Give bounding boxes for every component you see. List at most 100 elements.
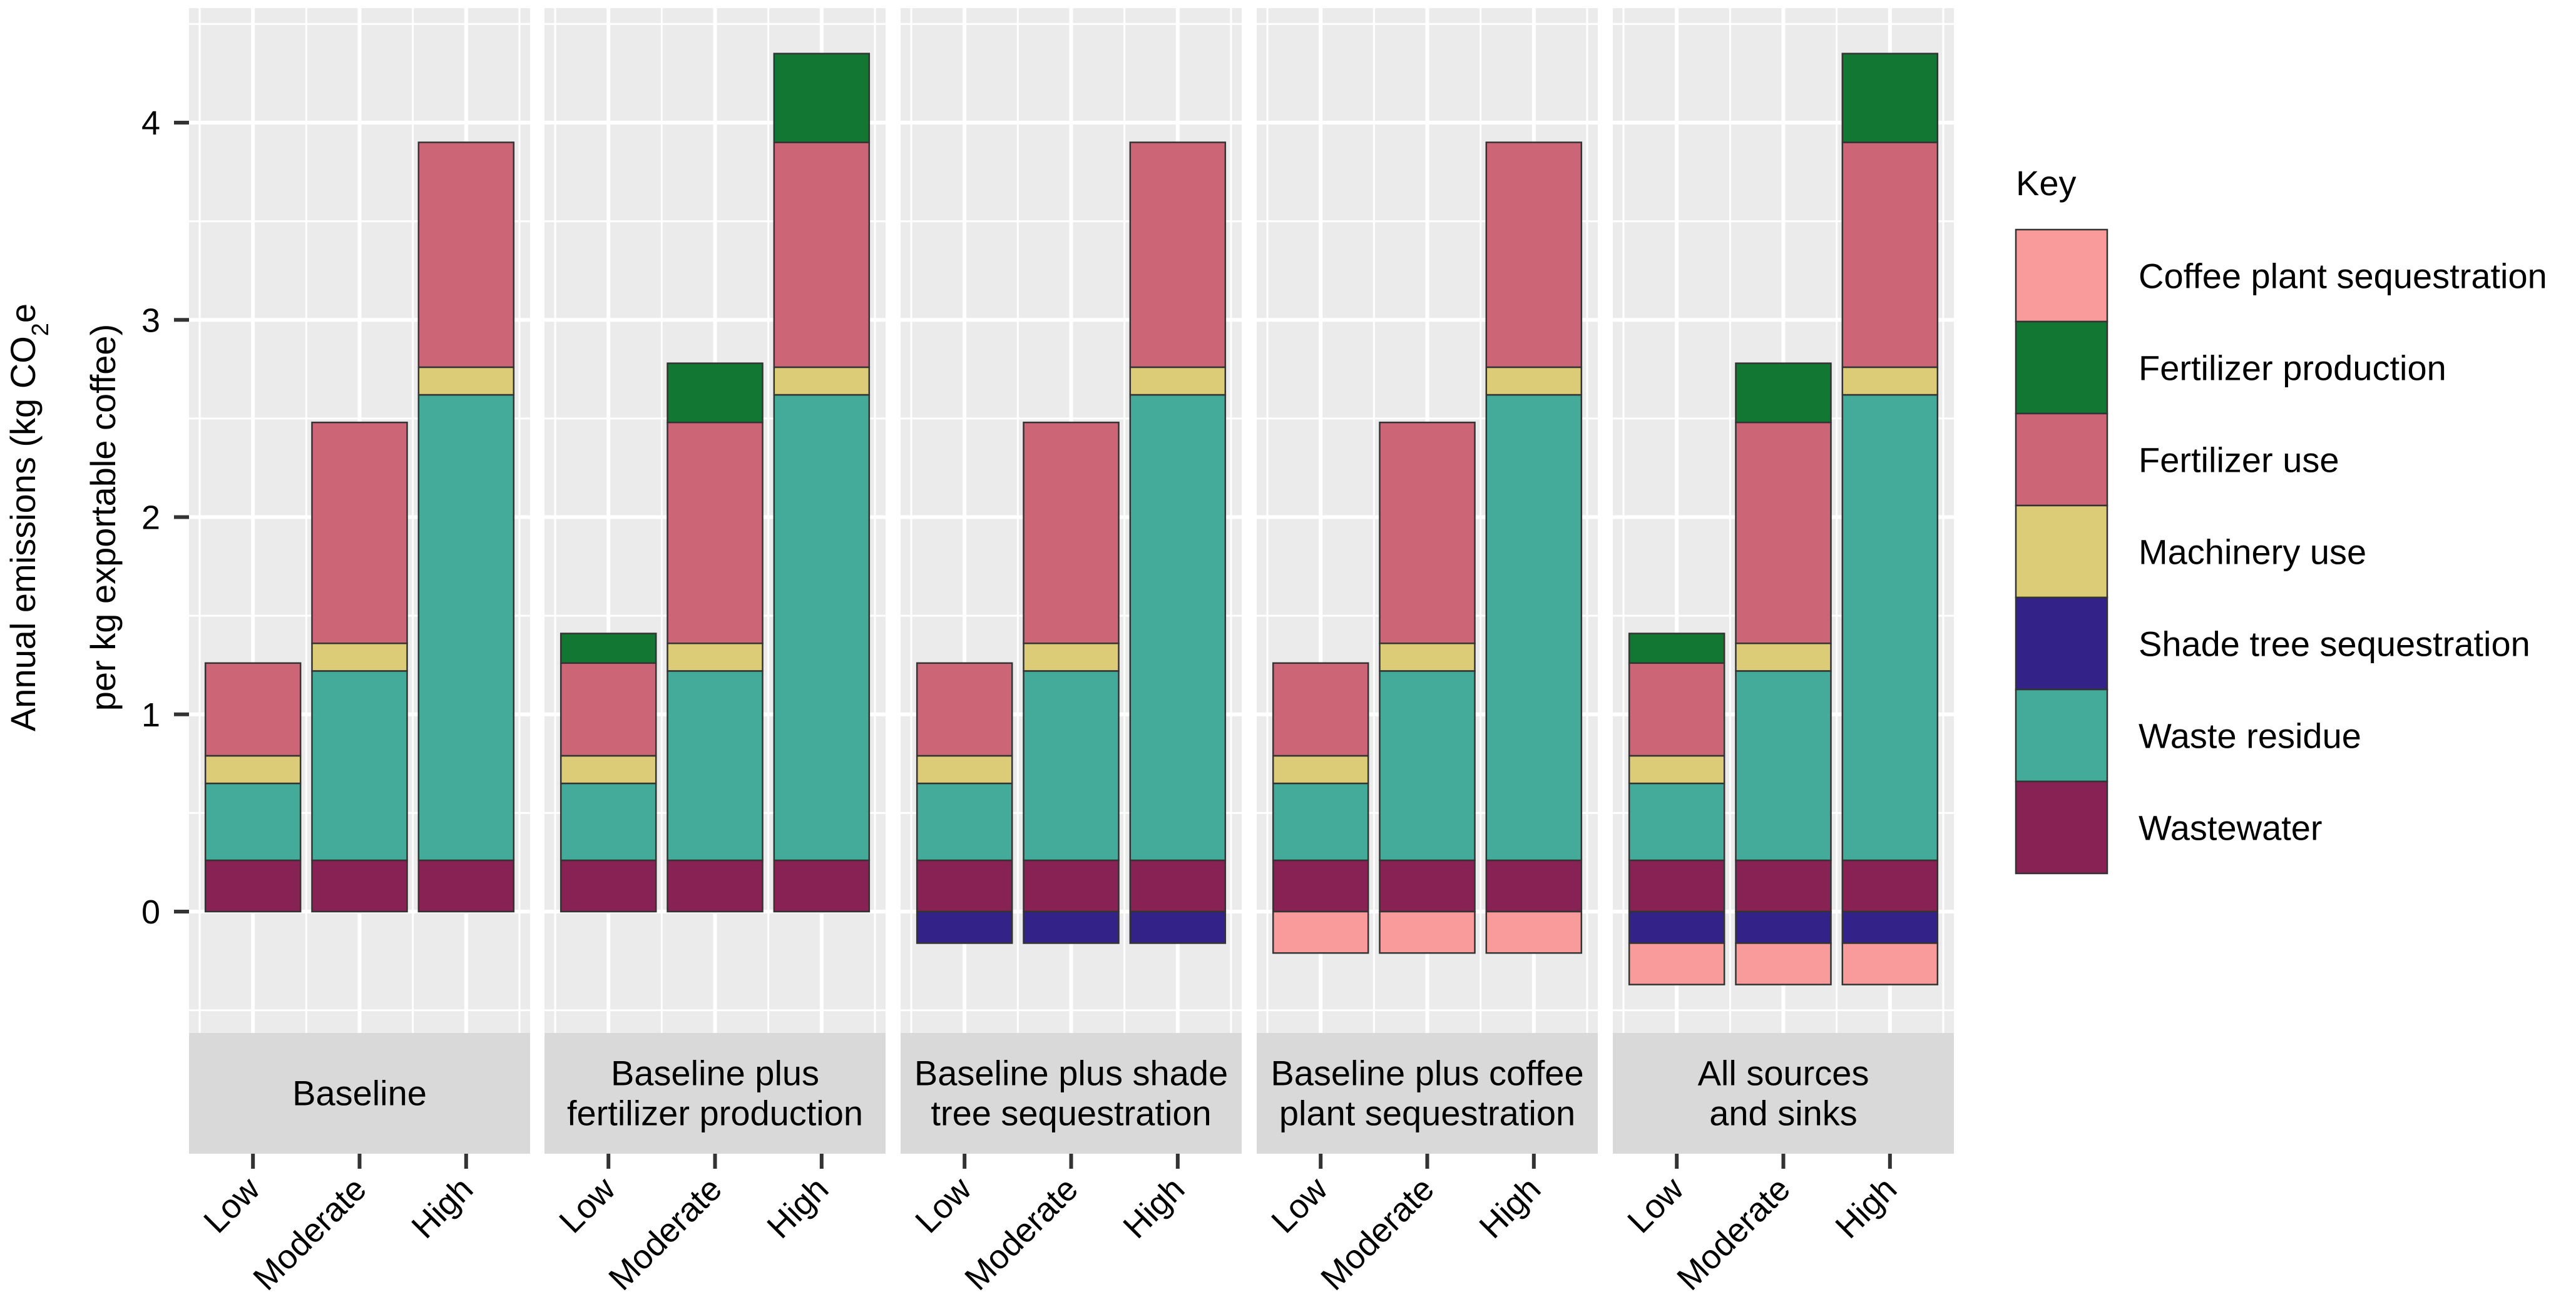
bar-segment-coffee-plant-sequestration xyxy=(1735,942,1832,985)
bar-segment-waste-residue xyxy=(1129,394,1227,862)
bar-high xyxy=(773,53,871,913)
legend-item-waste-residue: Waste residue xyxy=(2015,688,2361,783)
strip-label: fertilizer production xyxy=(567,1094,863,1133)
bar-segment-coffee-plant-sequestration xyxy=(1272,910,1369,954)
y-tick-label: 2 xyxy=(141,499,160,537)
bar-segment-fertilizer-use xyxy=(667,421,764,644)
bar-high xyxy=(1841,53,1939,985)
y-axis: 0 1 2 3 4 xyxy=(141,104,189,931)
bar-segment-wastewater xyxy=(1628,859,1725,913)
bar-segment-wastewater xyxy=(667,859,764,913)
bar-segment-shade-tree-sequestration xyxy=(916,910,1013,944)
bar-segment-shade-tree-sequestration xyxy=(1628,910,1725,944)
x-tick-label: Low xyxy=(1620,1169,1691,1240)
bar-segment-coffee-plant-sequestration xyxy=(1841,942,1939,985)
bar-low xyxy=(1628,633,1725,985)
bar-segment-waste-residue xyxy=(1023,670,1120,862)
bar-segment-fertilizer-use xyxy=(1735,421,1832,644)
bar-segment-wastewater xyxy=(916,859,1013,913)
strip-label: tree sequestration xyxy=(931,1094,1211,1133)
bar-low xyxy=(916,662,1013,944)
bar-segment-fertilizer-production xyxy=(1841,53,1939,143)
bar-segment-waste-residue xyxy=(1735,670,1832,862)
bar-segment-machinery-use xyxy=(667,643,764,672)
x-tick-label: Low xyxy=(197,1169,267,1240)
bar-segment-waste-residue xyxy=(1628,782,1725,862)
bar-segment-fertilizer-use xyxy=(417,141,515,369)
legend-item-shade-tree-sequestration: Shade tree sequestration xyxy=(2015,596,2530,691)
bar-segment-wastewater xyxy=(1023,859,1120,913)
x-tick-label: Low xyxy=(552,1169,623,1240)
strip-label: plant sequestration xyxy=(1279,1094,1575,1133)
bar-segment-waste-residue xyxy=(773,394,871,862)
legend-item-coffee-plant-sequestration: Coffee plant sequestration xyxy=(2015,228,2547,323)
bar-low xyxy=(560,633,657,913)
strip-background xyxy=(1613,1033,1954,1154)
bar-segment-machinery-use xyxy=(560,755,657,785)
strip-background xyxy=(901,1033,1242,1154)
bar-segment-coffee-plant-sequestration xyxy=(1379,910,1476,954)
legend-title: Key xyxy=(2016,163,2077,203)
bar-segment-machinery-use xyxy=(1379,643,1476,672)
bar-segment-waste-residue xyxy=(1379,670,1476,862)
bar-segment-shade-tree-sequestration xyxy=(1129,910,1227,944)
bar-high xyxy=(1129,141,1227,944)
strip-background xyxy=(1257,1033,1598,1154)
bar-segment-machinery-use xyxy=(1628,755,1725,785)
bar-segment-fertilizer-use xyxy=(1485,141,1583,369)
bar-segment-fertilizer-use xyxy=(1023,421,1120,644)
bar-segment-machinery-use xyxy=(1841,366,1939,396)
bar-segment-shade-tree-sequestration xyxy=(1735,910,1832,944)
x-tick-label: Moderate xyxy=(1670,1170,1797,1297)
bar-segment-waste-residue xyxy=(1485,394,1583,862)
x-tick-label: Moderate xyxy=(601,1170,729,1297)
bar-segment-wastewater xyxy=(417,859,515,913)
facet-strip: Baseline xyxy=(189,1033,530,1154)
bar-segment-fertilizer-use xyxy=(1841,141,1939,369)
x-tick-label: Moderate xyxy=(958,1170,1085,1297)
legend-item-machinery-use: Machinery use xyxy=(2015,504,2366,599)
bar-segment-machinery-use xyxy=(417,366,515,396)
legend-label: Fertilizer use xyxy=(2139,440,2339,480)
bar-moderate xyxy=(1379,421,1476,954)
bar-segment-wastewater xyxy=(773,859,871,913)
bar-segment-fertilizer-production xyxy=(1628,633,1725,664)
bar-segment-fertilizer-use xyxy=(311,421,408,644)
bar-segment-waste-residue xyxy=(1841,394,1939,862)
strip-label: Baseline plus shade xyxy=(914,1054,1228,1093)
bar-segment-wastewater xyxy=(1129,859,1227,913)
bar-segment-machinery-use xyxy=(773,366,871,396)
bar-segment-machinery-use xyxy=(1129,366,1227,396)
legend-item-fertilizer-production: Fertilizer production xyxy=(2015,320,2446,415)
x-tick-label: High xyxy=(1472,1170,1548,1246)
x-tick-label: Moderate xyxy=(1314,1170,1441,1297)
legend-swatch xyxy=(2015,780,2108,875)
bar-segment-waste-residue xyxy=(204,782,302,862)
legend-swatch xyxy=(2015,228,2108,323)
legend-item-wastewater: Wastewater xyxy=(2015,780,2323,875)
bar-segment-fertilizer-production xyxy=(1735,362,1832,424)
y-tick-label: 1 xyxy=(141,696,160,734)
bar-low xyxy=(204,662,302,913)
x-tick-label: High xyxy=(404,1170,480,1246)
legend-label: Waste residue xyxy=(2139,716,2361,756)
legend: Key Coffee plant sequestration Fertilizer… xyxy=(2015,163,2547,875)
bar-segment-fertilizer-production xyxy=(773,53,871,143)
bar-segment-machinery-use xyxy=(1023,643,1120,672)
bar-moderate xyxy=(667,362,764,913)
strip-label: Baseline plus xyxy=(611,1054,819,1093)
bar-moderate xyxy=(311,421,408,913)
strip-background xyxy=(189,1033,530,1154)
y-axis-title: Annual emissions (kg CO2e per kg exporta… xyxy=(3,303,123,731)
y-tick-label: 3 xyxy=(141,302,160,339)
legend-swatch xyxy=(2015,596,2108,691)
strip-background xyxy=(544,1033,886,1154)
bar-segment-machinery-use xyxy=(1485,366,1583,396)
